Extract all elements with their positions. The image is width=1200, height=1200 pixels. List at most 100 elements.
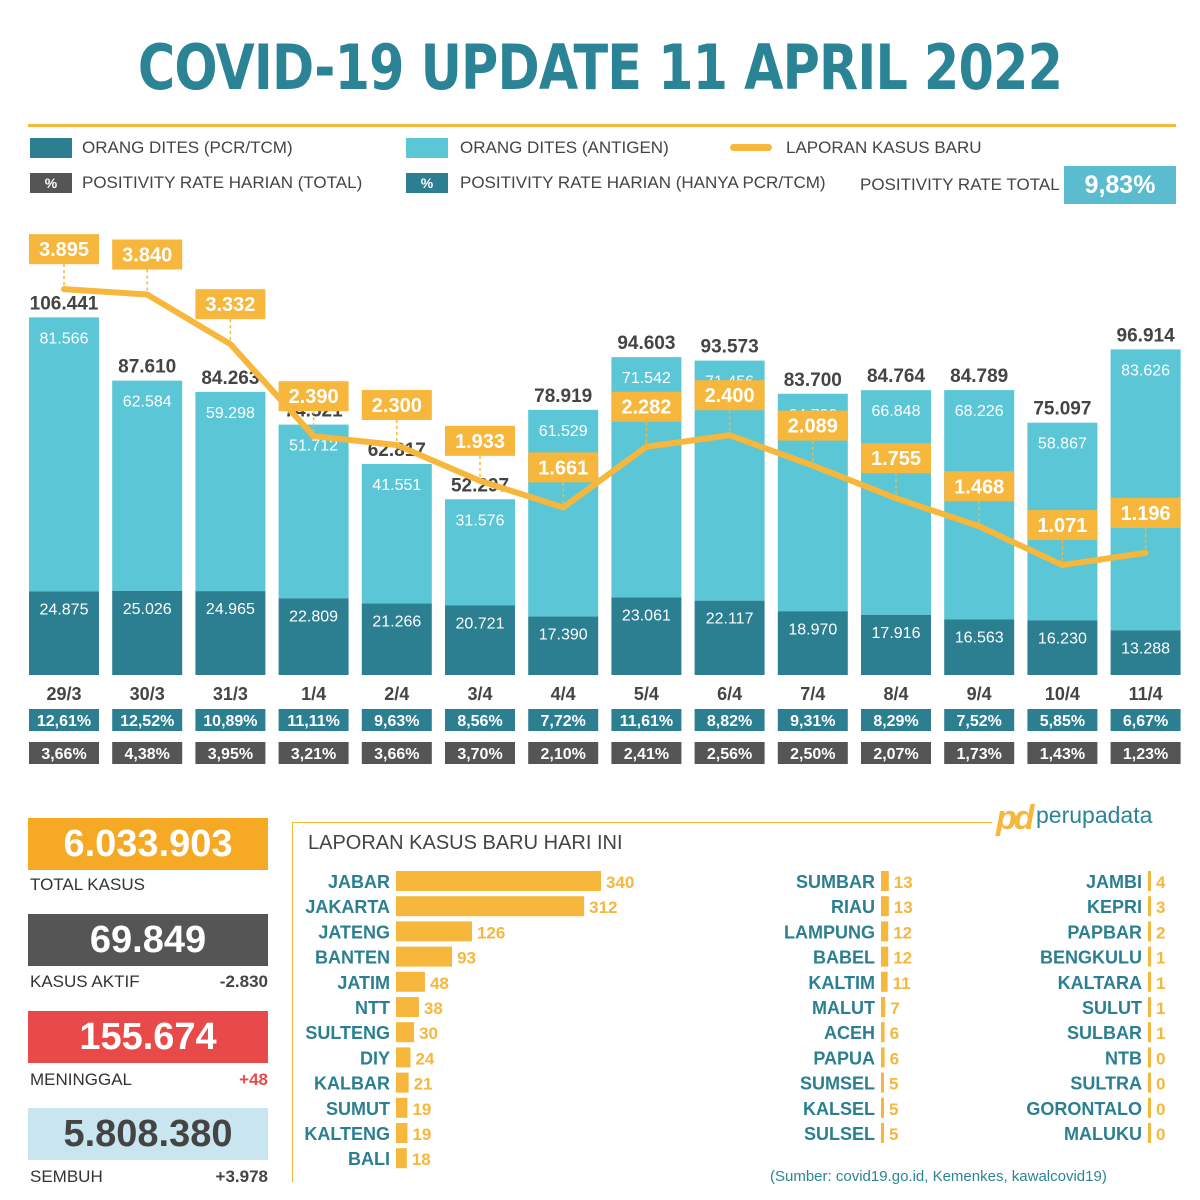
province-value-label: 24 <box>415 1049 434 1068</box>
province-bar <box>396 1148 407 1169</box>
province-name-label: RIAU <box>831 897 875 917</box>
positivity-total-badge <box>445 742 515 764</box>
source-note: (Sumber: covid19.go.id, Kemenkes, kawalc… <box>770 1168 1107 1185</box>
positivity-total-badge <box>694 742 765 764</box>
province-name-label: SUMSEL <box>800 1074 875 1094</box>
callout-box <box>861 443 931 474</box>
legend-rate-pcr-label: POSITIVITY RATE HARIAN (HANYA PCR/TCM) <box>460 173 826 192</box>
legend-line-swatch <box>730 144 772 151</box>
province-name-label: SULTENG <box>305 1023 390 1043</box>
positivity-pcr-label: 11,61% <box>620 713 673 730</box>
date-tick-label: 9/4 <box>967 684 992 704</box>
antigen-bar <box>445 499 515 606</box>
province-value-label: 5 <box>889 1100 898 1119</box>
province-value-label: 12 <box>893 949 912 968</box>
callout-box <box>361 389 432 420</box>
province-name-label: BANTEN <box>315 948 390 968</box>
new-cases-label: 1.755 <box>871 448 921 470</box>
province-bar <box>881 871 889 891</box>
antigen-value-label: 41.551 <box>372 477 421 494</box>
recovered-value: 5.808.380 <box>28 1108 268 1160</box>
pcr-bar <box>861 614 931 675</box>
pcr-value-label: 25.026 <box>123 601 172 618</box>
province-name-label: PAPBAR <box>1067 922 1142 942</box>
positivity-pcr-badge <box>29 709 99 731</box>
positivity-total-value: 9,83% <box>1064 166 1176 204</box>
positivity-pcr-label: 8,29% <box>873 713 918 730</box>
antigen-bar <box>944 390 1015 620</box>
province-bar <box>881 1097 884 1118</box>
positivity-pcr-badge <box>944 709 1015 731</box>
pcr-bar <box>112 590 183 675</box>
positivity-pcr-label: 6,67% <box>1123 713 1168 730</box>
province-bar <box>396 946 453 967</box>
total-value-label: 84.764 <box>867 366 926 387</box>
province-bar <box>396 1072 409 1093</box>
pcr-bar <box>694 600 765 675</box>
positivity-pcr-badge <box>694 709 765 731</box>
positivity-total-badge-label: 2,07% <box>873 746 918 763</box>
pcr-value-label: 20.721 <box>456 615 505 632</box>
positivity-total-badge-label: 2,56% <box>707 746 752 763</box>
province-name-label: MALUT <box>812 998 875 1018</box>
positivity-total-badge <box>861 742 931 764</box>
total-cases-label: TOTAL KASUS <box>30 875 145 894</box>
positivity-pcr-badge <box>1027 709 1098 731</box>
positivity-total-badge <box>1027 742 1098 764</box>
province-name-label: SUMUT <box>326 1099 390 1119</box>
callout-box <box>1110 497 1181 528</box>
province-name-label: ACEH <box>824 1023 875 1043</box>
legend-antigen-swatch <box>406 138 448 158</box>
province-value-label: 11 <box>893 974 911 993</box>
positivity-pcr-label: 12,61% <box>37 713 91 730</box>
positivity-total-label: POSITIVITY RATE TOTAL <box>860 175 1060 194</box>
province-bar <box>396 896 585 917</box>
province-name-label: KALBAR <box>314 1074 390 1094</box>
positivity-total-badge <box>361 742 432 764</box>
date-tick-label: 3/4 <box>467 684 492 704</box>
province-value-label: 2 <box>1156 923 1165 942</box>
antigen-value-label: 61.529 <box>539 423 588 440</box>
province-value-label: 19 <box>412 1125 431 1144</box>
new-cases-label: 3.332 <box>205 294 255 316</box>
new-cases-label: 3.895 <box>39 239 89 261</box>
deaths-label: MENINGGAL <box>30 1070 133 1089</box>
province-value-label: 5 <box>889 1125 898 1144</box>
antigen-bar <box>29 317 99 592</box>
pcr-value-label: 22.809 <box>289 608 338 625</box>
daily-chart: 81.566 24.875 106.441 29/3 12,61% 3,66% 3.895 6… <box>29 234 1181 764</box>
positivity-total-badge <box>278 742 349 764</box>
province-value-label: 6 <box>890 1024 899 1043</box>
active-cases-value: 69.849 <box>28 914 268 966</box>
antigen-value-label: 66.848 <box>872 403 921 420</box>
callout-box <box>29 234 99 265</box>
province-value-label: 48 <box>430 974 449 993</box>
pcr-value-label: 21.266 <box>372 614 421 631</box>
province-bar <box>1148 896 1151 917</box>
logo-text: perupadata <box>1036 802 1153 828</box>
province-bar <box>396 997 419 1017</box>
province-name-label: SUMBAR <box>796 872 875 892</box>
total-value-label: 106.441 <box>30 293 99 314</box>
province-bar <box>396 1047 411 1068</box>
callout-box <box>694 380 765 411</box>
total-value-label: 96.914 <box>1117 325 1176 346</box>
total-value-label: 84.263 <box>201 368 259 389</box>
province-bar <box>1148 921 1151 942</box>
new-cases-label: 2.400 <box>705 385 755 407</box>
province-name-label: BABEL <box>813 948 875 968</box>
province-value-label: 1 <box>1156 974 1165 993</box>
deaths-value: 155.674 <box>28 1011 268 1063</box>
province-value-label: 18 <box>412 1150 431 1169</box>
total-value-label: 75.097 <box>1033 399 1091 420</box>
province-value-label: 13 <box>894 873 913 892</box>
date-tick-label: 29/3 <box>46 684 81 704</box>
positivity-total-badge-label: 1,23% <box>1123 746 1168 763</box>
positivity-pcr-badge <box>861 709 931 731</box>
legend-rate-total-label: POSITIVITY RATE HARIAN (TOTAL) <box>82 173 363 192</box>
new-cases-label: 3.840 <box>122 245 172 267</box>
province-bar <box>1148 1123 1151 1143</box>
province-name-label: BENGKULU <box>1040 948 1142 968</box>
positivity-total-badge <box>611 742 682 764</box>
province-value-label: 0 <box>1156 1075 1165 1094</box>
